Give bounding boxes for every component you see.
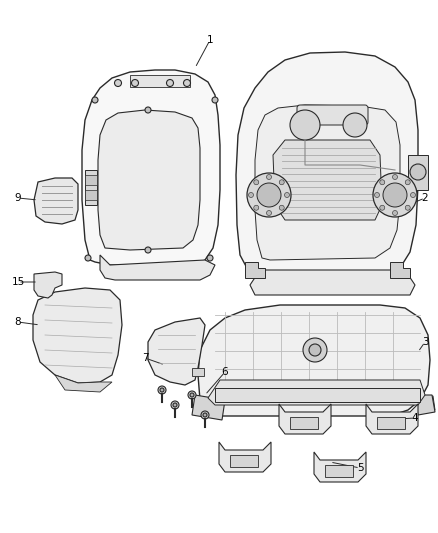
FancyBboxPatch shape bbox=[297, 105, 368, 125]
Circle shape bbox=[158, 386, 166, 394]
Circle shape bbox=[266, 174, 272, 180]
Circle shape bbox=[188, 391, 196, 399]
Circle shape bbox=[374, 192, 379, 198]
Circle shape bbox=[303, 338, 327, 362]
Polygon shape bbox=[34, 178, 78, 224]
Polygon shape bbox=[148, 318, 205, 385]
Circle shape bbox=[190, 393, 194, 397]
Circle shape bbox=[410, 164, 426, 180]
Polygon shape bbox=[279, 404, 331, 434]
Circle shape bbox=[247, 173, 291, 217]
Circle shape bbox=[410, 192, 416, 198]
Polygon shape bbox=[198, 305, 430, 416]
Circle shape bbox=[405, 205, 410, 210]
Text: 15: 15 bbox=[11, 277, 25, 287]
Circle shape bbox=[85, 255, 91, 261]
Text: 8: 8 bbox=[15, 317, 21, 327]
Polygon shape bbox=[273, 140, 382, 220]
Circle shape bbox=[373, 173, 417, 217]
Circle shape bbox=[171, 401, 179, 409]
Circle shape bbox=[380, 205, 385, 210]
Polygon shape bbox=[390, 262, 410, 278]
Text: 4: 4 bbox=[412, 413, 418, 423]
Polygon shape bbox=[314, 452, 366, 482]
Polygon shape bbox=[55, 375, 112, 392]
Circle shape bbox=[405, 180, 410, 185]
Polygon shape bbox=[219, 442, 271, 472]
Circle shape bbox=[114, 79, 121, 86]
Polygon shape bbox=[82, 70, 220, 265]
Circle shape bbox=[290, 110, 320, 140]
Circle shape bbox=[173, 403, 177, 407]
Text: 7: 7 bbox=[141, 353, 148, 363]
Circle shape bbox=[266, 211, 272, 215]
Polygon shape bbox=[98, 110, 200, 250]
Circle shape bbox=[201, 411, 209, 419]
Circle shape bbox=[257, 183, 281, 207]
Text: 6: 6 bbox=[222, 367, 228, 377]
Circle shape bbox=[279, 180, 284, 185]
Polygon shape bbox=[415, 395, 435, 415]
Bar bbox=[408, 155, 428, 190]
Circle shape bbox=[92, 97, 98, 103]
Text: 5: 5 bbox=[357, 463, 363, 473]
Polygon shape bbox=[377, 417, 405, 429]
Bar bbox=[85, 170, 97, 205]
Polygon shape bbox=[198, 398, 215, 418]
Circle shape bbox=[285, 192, 290, 198]
Polygon shape bbox=[250, 270, 415, 295]
Polygon shape bbox=[366, 404, 418, 434]
Polygon shape bbox=[418, 396, 435, 412]
Circle shape bbox=[343, 113, 367, 137]
Circle shape bbox=[383, 183, 407, 207]
Circle shape bbox=[203, 413, 207, 417]
Polygon shape bbox=[290, 417, 318, 429]
Circle shape bbox=[392, 211, 398, 215]
Polygon shape bbox=[255, 105, 400, 260]
Circle shape bbox=[131, 79, 138, 86]
Polygon shape bbox=[230, 455, 258, 467]
Circle shape bbox=[392, 174, 398, 180]
Circle shape bbox=[248, 192, 254, 198]
Circle shape bbox=[309, 344, 321, 356]
Polygon shape bbox=[100, 255, 215, 280]
Circle shape bbox=[160, 388, 164, 392]
Circle shape bbox=[212, 97, 218, 103]
Text: 9: 9 bbox=[15, 193, 21, 203]
Polygon shape bbox=[33, 288, 122, 383]
Bar bbox=[85, 190, 97, 200]
Polygon shape bbox=[208, 380, 425, 405]
Text: 1: 1 bbox=[207, 35, 213, 45]
Bar bbox=[215, 388, 420, 402]
Circle shape bbox=[184, 79, 191, 86]
Polygon shape bbox=[245, 262, 265, 278]
Circle shape bbox=[145, 247, 151, 253]
Text: 2: 2 bbox=[422, 193, 428, 203]
Bar bbox=[85, 175, 97, 185]
Polygon shape bbox=[192, 395, 225, 420]
Circle shape bbox=[207, 255, 213, 261]
Polygon shape bbox=[236, 52, 418, 275]
Bar bbox=[192, 368, 204, 376]
Circle shape bbox=[254, 180, 259, 185]
Text: 3: 3 bbox=[422, 337, 428, 347]
Circle shape bbox=[254, 205, 259, 210]
Circle shape bbox=[145, 107, 151, 113]
Circle shape bbox=[279, 205, 284, 210]
Circle shape bbox=[166, 79, 173, 86]
Polygon shape bbox=[34, 272, 62, 298]
Polygon shape bbox=[325, 465, 353, 477]
Bar bbox=[130, 75, 190, 87]
Circle shape bbox=[380, 180, 385, 185]
